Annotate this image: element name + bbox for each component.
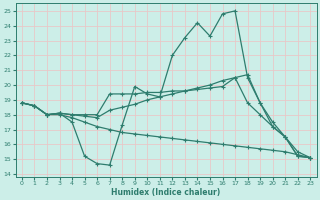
X-axis label: Humidex (Indice chaleur): Humidex (Indice chaleur) <box>111 188 221 197</box>
